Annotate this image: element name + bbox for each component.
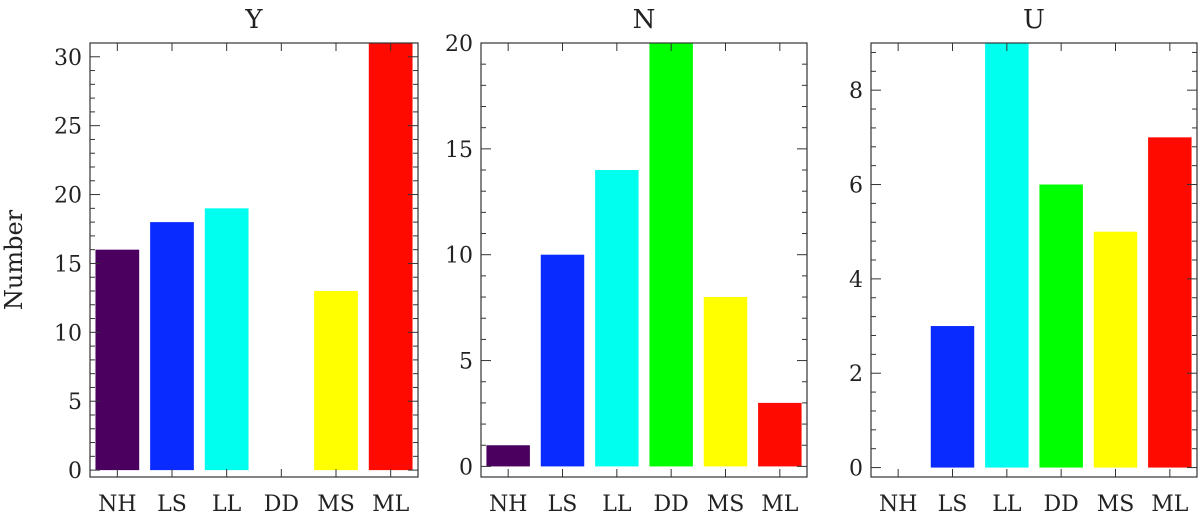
x-tick-label: NH <box>489 492 527 517</box>
bar-ls <box>930 326 975 468</box>
chart-panel-1: N 0 5 10 15 20 NH LS LL DD MS ML <box>445 5 808 517</box>
y-tick-label: 8 <box>849 79 863 104</box>
y-tick-label: 2 <box>849 362 863 387</box>
y-tick-label: 10 <box>445 244 473 269</box>
y-tick-label: 30 <box>54 46 82 71</box>
x-tick-label: MS <box>707 492 745 517</box>
y-tick-label: 0 <box>849 457 863 482</box>
y-tick-label: 15 <box>54 252 82 277</box>
bar-ml <box>758 402 802 467</box>
bar-ms <box>703 297 748 467</box>
axes-frame <box>480 42 808 478</box>
x-tick-label: LL <box>602 492 632 517</box>
axes-frame <box>89 42 419 478</box>
x-tick-label: LL <box>992 492 1022 517</box>
y-axis-label: Number <box>0 209 28 310</box>
x-tick-label: LS <box>157 492 187 517</box>
y-tick-label: 5 <box>459 350 473 375</box>
bar-dd <box>1039 184 1083 468</box>
bar-ms <box>1093 231 1138 468</box>
panel-title: U <box>1023 5 1045 35</box>
chart-panel-2: U 0 2 4 6 8 NH LS LL DD MS ML <box>849 5 1198 517</box>
y-tick-label: 15 <box>445 138 473 163</box>
x-tick-label: DD <box>1044 492 1079 517</box>
x-tick-label: DD <box>264 492 299 517</box>
chart-panel-0: Y 0 5 10 15 20 25 30 NH LS LL DD MS ML <box>54 5 419 517</box>
bar-ll <box>985 43 1029 468</box>
panel-title: Y <box>244 5 263 35</box>
x-tick-label: NH <box>879 492 917 517</box>
x-tick-label: ML <box>372 492 410 517</box>
bar-ls <box>150 222 194 471</box>
x-tick-label: NH <box>98 492 136 517</box>
y-tick-label: 0 <box>459 455 473 480</box>
y-tick-label: 4 <box>849 268 863 293</box>
bar-nh <box>486 445 530 467</box>
y-tick-label: 6 <box>849 174 863 199</box>
x-tick-label: LL <box>212 492 242 517</box>
x-tick-label: ML <box>1151 492 1189 517</box>
x-tick-label: ML <box>761 492 799 517</box>
x-tick-label: LS <box>938 492 968 517</box>
y-tick-label: 20 <box>54 184 82 209</box>
bar-ll <box>595 170 639 467</box>
bar-ll <box>204 208 249 471</box>
panel-title: N <box>633 5 656 35</box>
bar-nh <box>95 249 140 471</box>
y-tick-label: 25 <box>54 115 82 140</box>
x-tick-label: MS <box>317 492 355 517</box>
bar-dd <box>649 43 693 467</box>
bar-ml <box>1148 137 1192 468</box>
y-tick-label: 0 <box>68 459 82 484</box>
x-tick-label: DD <box>654 492 689 517</box>
y-tick-label: 5 <box>68 390 82 415</box>
y-tick-label: 20 <box>445 32 473 57</box>
x-tick-label: MS <box>1097 492 1135 517</box>
y-tick-label: 10 <box>54 321 82 346</box>
bar-ms <box>314 291 358 471</box>
bar-ls <box>540 254 585 467</box>
x-tick-label: LS <box>548 492 578 517</box>
bar-ml <box>368 43 413 471</box>
